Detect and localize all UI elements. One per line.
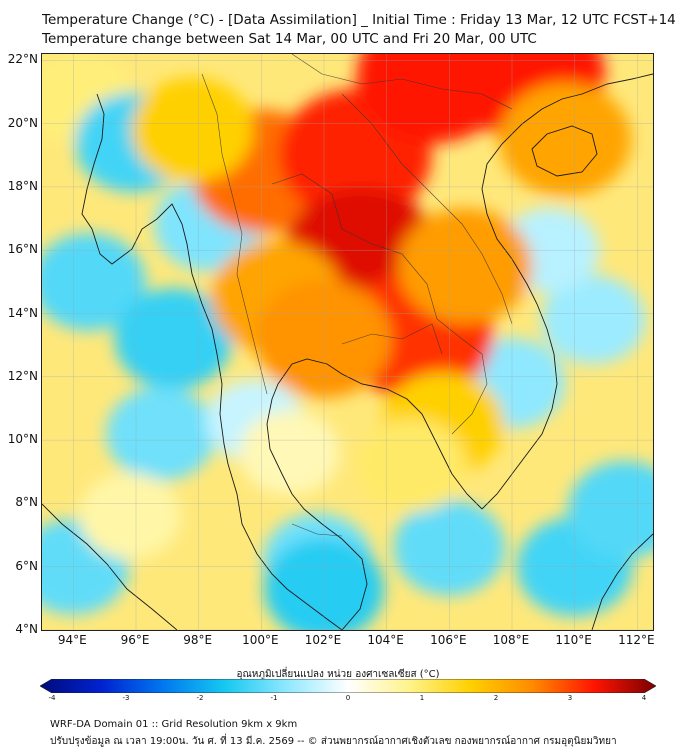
lat-tick-label: 20°N — [7, 115, 38, 130]
coastline-peninsula-east — [266, 383, 368, 630]
field-cell-east-sea-blue — [541, 275, 646, 365]
border-myanmar-thailand — [201, 73, 268, 395]
field-cell-hainan — [499, 82, 632, 197]
temperature-change-map — [42, 54, 653, 630]
coastline-myanmar-west — [81, 93, 229, 465]
map-panel — [41, 53, 654, 631]
border-cambodia-vietnam — [436, 318, 488, 435]
colorbar-tick-label: -2 — [196, 694, 204, 702]
colorbar-tick-label: 1 — [419, 694, 425, 702]
lat-tick-label: 16°N — [7, 242, 38, 257]
field-cell-sw-yellow — [78, 472, 181, 560]
graticule — [42, 54, 653, 630]
lat-tick-label: 4°N — [15, 622, 38, 636]
lon-tick-label: 100°E — [242, 633, 279, 647]
border-laos-vietnam — [341, 93, 513, 325]
coastline-hainan — [531, 125, 598, 177]
lon-tick-label: 94°E — [57, 633, 87, 647]
lon-tick-label: 96°E — [120, 633, 150, 647]
lon-tick-label: 106°E — [430, 633, 467, 647]
colorbar-tick-label: 2 — [493, 694, 499, 702]
colorbar-tick-label: 0 — [345, 694, 351, 702]
colorbar-tick-label: -3 — [122, 694, 130, 702]
lat-tick-label: 12°N — [7, 368, 38, 383]
coastline-gulf-thailand — [277, 358, 483, 510]
country-borders — [201, 54, 513, 537]
coastline-vietnam — [481, 73, 653, 510]
lon-tick-label: 98°E — [183, 633, 213, 647]
colorbar-tick-label: -1 — [270, 694, 278, 702]
lon-tick-label: 108°E — [492, 633, 530, 647]
field-cell-south-east-blue-2 — [567, 460, 653, 559]
coastlines — [42, 73, 653, 630]
colorbar-tick-label: 3 — [567, 694, 573, 702]
coastline-sumatra — [42, 503, 178, 630]
lon-tick-label: 102°E — [304, 633, 342, 647]
lat-tick-label: 22°N — [7, 52, 38, 67]
colorbar-gradient — [40, 679, 656, 693]
colorbar-tick-label: -4 — [48, 694, 56, 702]
field-cell-myanmar-central — [131, 77, 254, 183]
border-china — [291, 54, 513, 110]
lat-tick-label: 14°N — [7, 305, 38, 320]
field-cell-mekong-south — [356, 418, 467, 513]
lat-tick-label: 6°N — [15, 558, 38, 573]
model-info: WRF-DA Domain 01 :: Grid Resolution 9km … — [50, 719, 298, 730]
border-thailand-laos — [271, 173, 438, 320]
lat-tick-label: 8°N — [15, 495, 38, 510]
border-thailand-cambodia — [341, 323, 443, 355]
lon-tick-label: 104°E — [367, 633, 404, 647]
field-cell-central-vietnam — [398, 208, 532, 324]
colorbar-tick-label: 4 — [641, 694, 647, 702]
lat-tick-label: 10°N — [7, 432, 38, 447]
map-subtitle: Temperature change between Sat 14 Mar, 0… — [42, 31, 537, 47]
border-thai-malaysia — [291, 523, 343, 537]
credit-line: ปรับปรุงข้อมูล ณ เวลา 19:00น. วัน ศ. ที่… — [50, 736, 617, 747]
coastline-peninsula-west — [227, 463, 343, 630]
map-title: Temperature Change (°C) - [Data Assimila… — [42, 12, 676, 28]
colorbar — [40, 679, 656, 693]
field-cell-andaman-south — [106, 386, 217, 481]
lon-tick-label: 112°E — [618, 633, 655, 647]
colorbar-title: อุณหภูมิเปลี่ยนแปลง หน่วย องศาเซลเซียส (… — [236, 669, 440, 680]
lat-tick-label: 18°N — [7, 178, 38, 193]
lon-tick-label: 110°E — [555, 633, 592, 647]
field-cell-gulf-thailand-yellow — [239, 410, 340, 496]
coastline-borneo — [591, 533, 653, 630]
